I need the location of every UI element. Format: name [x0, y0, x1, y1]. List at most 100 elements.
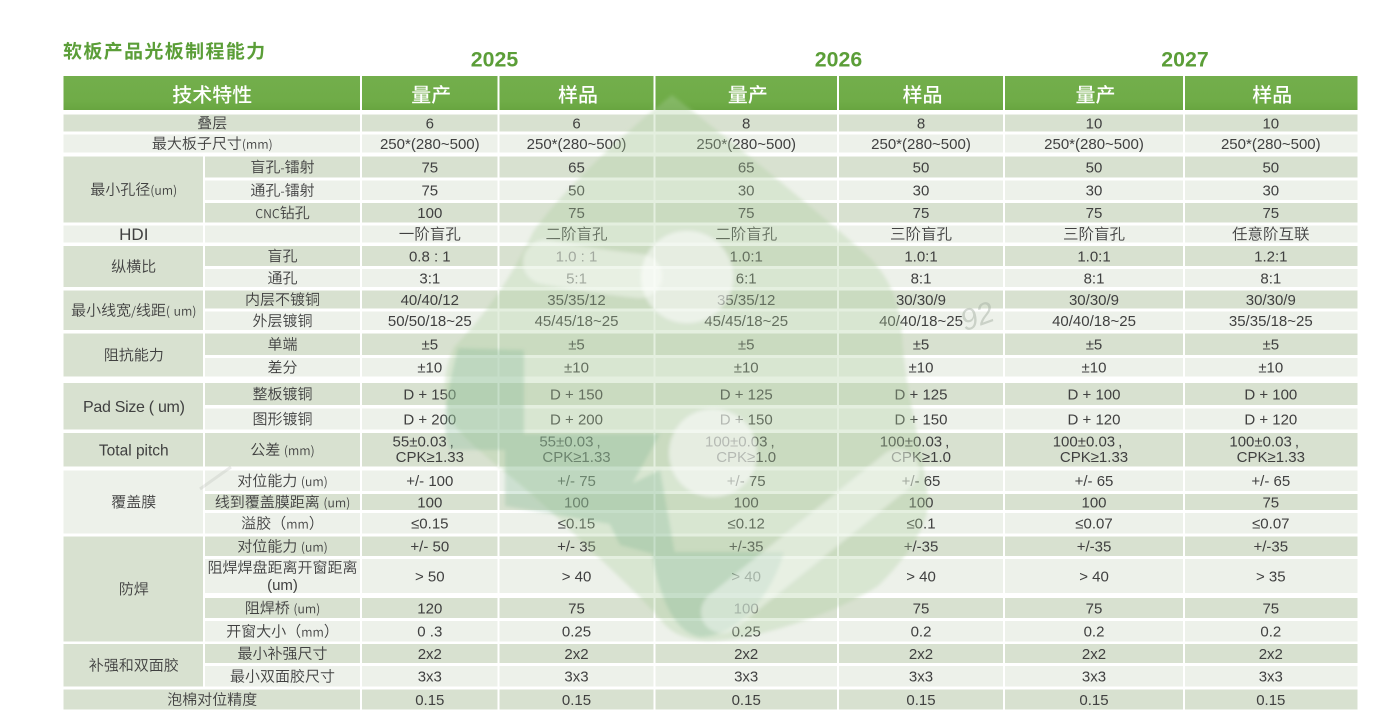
svg-text:55±0.03 ,: 55±0.03 , — [393, 434, 454, 451]
svg-text:±5: ±5 — [422, 337, 439, 354]
svg-text:±10: ±10 — [417, 360, 442, 377]
svg-text:D + 100: D + 100 — [1244, 386, 1297, 403]
svg-text:0.25: 0.25 — [562, 624, 591, 641]
svg-text:CPK≥1.33: CPK≥1.33 — [1060, 449, 1128, 466]
svg-text:Pad Size ( um): Pad Size ( um) — [83, 399, 185, 416]
svg-text:50/50/18~25: 50/50/18~25 — [388, 313, 472, 330]
svg-text:0.15: 0.15 — [562, 692, 591, 709]
svg-text:3x3: 3x3 — [564, 669, 588, 686]
svg-text:250*(280~500): 250*(280~500) — [871, 136, 971, 153]
svg-text:6: 6 — [572, 115, 580, 132]
svg-text:≤0.15: ≤0.15 — [411, 516, 448, 533]
svg-text:±5: ±5 — [913, 337, 930, 354]
svg-text:0.2: 0.2 — [1260, 624, 1281, 641]
svg-text:50: 50 — [913, 159, 930, 176]
svg-text:50: 50 — [1262, 159, 1279, 176]
svg-text:±5: ±5 — [1086, 337, 1103, 354]
svg-text:30/30/9: 30/30/9 — [1246, 292, 1296, 309]
svg-text:75: 75 — [421, 159, 438, 176]
svg-text:+/- 50: +/- 50 — [410, 539, 449, 556]
svg-text:35/35/18~25: 35/35/18~25 — [1229, 313, 1313, 330]
svg-text:10: 10 — [1086, 115, 1103, 132]
svg-text:75: 75 — [1086, 600, 1103, 617]
svg-text:2x2: 2x2 — [1259, 646, 1283, 663]
svg-text:30: 30 — [913, 183, 930, 200]
svg-text:0.2: 0.2 — [911, 624, 932, 641]
svg-text:3:1: 3:1 — [419, 270, 440, 287]
svg-text:75: 75 — [913, 205, 930, 222]
svg-text:+/-35: +/-35 — [1077, 539, 1112, 556]
svg-text:8: 8 — [917, 115, 925, 132]
svg-text:D + 200: D + 200 — [403, 411, 456, 428]
svg-text:D + 100: D + 100 — [1068, 386, 1121, 403]
svg-text:2x2: 2x2 — [418, 646, 442, 663]
svg-text:Total pitch: Total pitch — [99, 442, 169, 459]
svg-text:CPK≥1.33: CPK≥1.33 — [396, 449, 464, 466]
svg-text:≤0.07: ≤0.07 — [1252, 516, 1289, 533]
svg-text:+/- 65: +/- 65 — [1251, 473, 1290, 490]
svg-text:100: 100 — [417, 494, 442, 511]
svg-text:1.2:1: 1.2:1 — [1254, 248, 1287, 265]
svg-text:75: 75 — [1262, 600, 1279, 617]
svg-text:2x2: 2x2 — [564, 646, 588, 663]
svg-text:100±0.03 ,: 100±0.03 , — [1053, 434, 1123, 451]
svg-text:±10: ±10 — [1082, 360, 1107, 377]
svg-text:0 .3: 0 .3 — [417, 624, 442, 641]
svg-text:0.15: 0.15 — [1079, 692, 1108, 709]
svg-text:+/-35: +/-35 — [1253, 539, 1288, 556]
svg-text:250*(280~500): 250*(280~500) — [1044, 136, 1144, 153]
svg-text:2027: 2027 — [1161, 47, 1208, 71]
svg-text:8:1: 8:1 — [1260, 270, 1281, 287]
svg-text:0.15: 0.15 — [906, 692, 935, 709]
svg-text:±10: ±10 — [1258, 360, 1283, 377]
svg-text:40/40/12: 40/40/12 — [401, 292, 459, 309]
svg-text:30/30/9: 30/30/9 — [896, 292, 946, 309]
svg-text:100: 100 — [417, 205, 442, 222]
svg-text:> 40: > 40 — [906, 568, 936, 585]
svg-text:75: 75 — [913, 600, 930, 617]
svg-text:D + 120: D + 120 — [1068, 411, 1121, 428]
svg-text:250*(280~500): 250*(280~500) — [1221, 136, 1321, 153]
svg-text:0.15: 0.15 — [1256, 692, 1285, 709]
svg-text:0.8 : 1: 0.8 : 1 — [409, 248, 451, 265]
svg-text:10: 10 — [1262, 115, 1279, 132]
svg-text:> 50: > 50 — [415, 568, 445, 585]
svg-text:75: 75 — [568, 600, 585, 617]
svg-text:> 35: > 35 — [1256, 568, 1286, 585]
svg-text:3x3: 3x3 — [1259, 669, 1283, 686]
svg-text:75: 75 — [1086, 205, 1103, 222]
svg-text:100±0.03 ,: 100±0.03 , — [1229, 434, 1299, 451]
svg-text:≤0.07: ≤0.07 — [1075, 516, 1112, 533]
svg-text:±10: ±10 — [909, 360, 934, 377]
svg-text:250*(280~500): 250*(280~500) — [527, 136, 627, 153]
svg-text:75: 75 — [421, 183, 438, 200]
svg-text:0.15: 0.15 — [732, 692, 761, 709]
svg-text:3x3: 3x3 — [1082, 669, 1106, 686]
svg-text:0.15: 0.15 — [415, 692, 444, 709]
svg-text:3x3: 3x3 — [418, 669, 442, 686]
svg-text:+/- 100: +/- 100 — [406, 473, 453, 490]
svg-text:120: 120 — [417, 600, 442, 617]
svg-text:D + 120: D + 120 — [1244, 411, 1297, 428]
svg-text:30: 30 — [1086, 183, 1103, 200]
svg-text:2026: 2026 — [815, 47, 863, 71]
svg-text:50: 50 — [1086, 159, 1103, 176]
svg-text:2x2: 2x2 — [1082, 646, 1106, 663]
svg-text:CPK≥1.33: CPK≥1.33 — [1237, 449, 1305, 466]
svg-text:0.2: 0.2 — [1084, 624, 1105, 641]
svg-text:2025: 2025 — [471, 47, 519, 71]
svg-text:> 40: > 40 — [562, 568, 592, 585]
svg-text:65: 65 — [568, 159, 585, 176]
svg-text:30/30/9: 30/30/9 — [1069, 292, 1119, 309]
svg-text:D + 150: D + 150 — [403, 386, 456, 403]
svg-text:8:1: 8:1 — [1084, 270, 1105, 287]
svg-text:75: 75 — [1262, 494, 1279, 511]
svg-text:40/40/18~25: 40/40/18~25 — [1052, 313, 1136, 330]
svg-text:6: 6 — [426, 115, 434, 132]
svg-text:1.0:1: 1.0:1 — [904, 248, 937, 265]
svg-text:30: 30 — [1262, 183, 1279, 200]
svg-text:75: 75 — [1262, 205, 1279, 222]
svg-text:±5: ±5 — [1263, 337, 1280, 354]
svg-text:100: 100 — [1081, 494, 1106, 511]
svg-text:8: 8 — [742, 115, 750, 132]
